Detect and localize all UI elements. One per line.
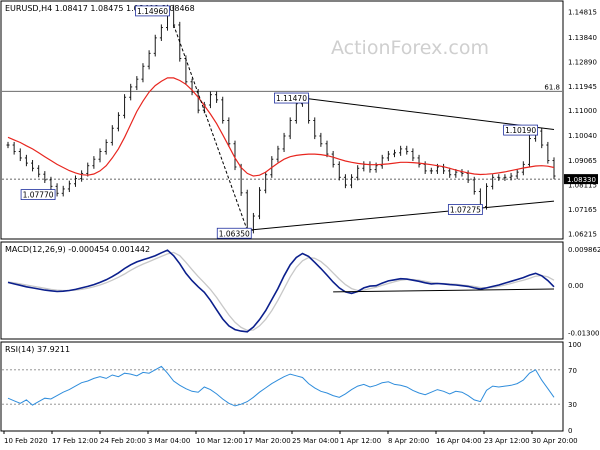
x-tick-label: 1 Apr 12:00 — [340, 437, 381, 445]
macd-panel-frame — [0, 241, 564, 340]
price-annotation-label: 1.07275 — [450, 205, 481, 214]
price-trendline — [247, 200, 555, 231]
price-annotation-box — [274, 92, 309, 104]
price-y-tick-label: 1.12890 — [568, 58, 597, 66]
rsi-y-tick-label: 70 — [568, 367, 577, 375]
x-tick-label: 10 Feb 2020 — [4, 437, 48, 445]
price-annotation-box — [503, 124, 538, 136]
macd-line — [7, 249, 555, 333]
price-trendline — [173, 24, 248, 231]
x-tick-label: 16 Apr 04:00 — [436, 437, 482, 445]
rsi-y-tick-label: 30 — [568, 401, 577, 409]
axis-labels: 1.14815 1.13840 1.12890 1.11945 1.11000 1.100… — [3, 9, 600, 445]
rsi-panel-header: RSI(14) 37.9211 — [5, 345, 70, 354]
macd-y-tick-label: 0.00 — [568, 282, 584, 290]
x-tick-label: 23 Apr 12:00 — [484, 437, 530, 445]
fib-level-label: 61.8 — [544, 83, 560, 91]
price-annotation-label: 1.14960 — [137, 7, 168, 16]
price-panel-header: EURUSD,H4 1.08417 1.08475 1.08409 1.0846… — [5, 4, 195, 13]
price-annotation-box — [135, 5, 170, 17]
x-tick-label: 17 Feb 12:00 — [52, 437, 98, 445]
price-annotation-box — [447, 204, 483, 215]
price-annotation-label: 1.06350 — [219, 229, 250, 238]
macd-trendline — [333, 288, 555, 293]
price-annotation-label: 1.10190 — [505, 126, 536, 135]
price-y-tick-label: 1.11945 — [568, 83, 597, 91]
price-trendline — [302, 97, 555, 131]
rsi-y-tick-label: 100 — [568, 341, 581, 349]
price-annotation-box — [20, 189, 56, 200]
price-y-tick-label: 1.08115 — [568, 182, 597, 190]
price-y-tick-label: 1.06215 — [568, 231, 597, 239]
macd-series — [7, 249, 555, 333]
macd-y-tick-label: 0.009862 — [568, 246, 600, 254]
price-annotation-box — [216, 227, 252, 239]
rsi-y-tick-label: 0 — [568, 427, 572, 435]
price-series — [6, 4, 556, 234]
price-annotations: 1.14960 1.07770 1.06350 1.11470 1.10190 1.072… — [20, 5, 555, 239]
x-tick-label: 8 Apr 20:00 — [388, 437, 429, 445]
price-annotation-label: 1.11470 — [276, 94, 307, 103]
macd-y-tick-label: -0.013002 — [568, 330, 600, 338]
x-tick-label: 17 Mar 20:00 — [244, 437, 291, 445]
price-y-tick-label: 1.10040 — [568, 132, 597, 140]
reference-lines: 61.8 — [2, 83, 562, 180]
watermark: ActionForex.com — [331, 37, 489, 59]
x-tick-label: 25 Mar 04:00 — [292, 437, 339, 445]
x-tick-label: 3 Mar 04:00 — [148, 437, 190, 445]
x-tick-label: 30 Apr 20:00 — [532, 437, 578, 445]
current-price-label: 1.08330 — [567, 176, 596, 184]
price-y-tick-label: 1.11000 — [568, 107, 597, 115]
current-price-badge — [564, 174, 598, 185]
rsi-panel-frame — [0, 341, 564, 432]
rsi-series — [2, 365, 562, 407]
price-y-tick-label: 1.07165 — [568, 206, 597, 214]
price-y-tick-label: 1.13840 — [568, 34, 597, 42]
moving-average-line — [7, 77, 555, 177]
price-y-tick-label: 1.09065 — [568, 157, 597, 165]
price-annotation-label: 1.07770 — [23, 191, 54, 200]
price-y-tick-label: 1.14815 — [568, 9, 597, 17]
x-tick-label: 10 Mar 12:00 — [196, 437, 243, 445]
rsi-line — [7, 365, 555, 407]
price-panel-frame — [0, 0, 564, 240]
macd-panel-header: MACD(12,26,9) -0.000454 0.001442 — [5, 245, 150, 254]
x-tick-label: 24 Feb 20:00 — [100, 437, 146, 445]
